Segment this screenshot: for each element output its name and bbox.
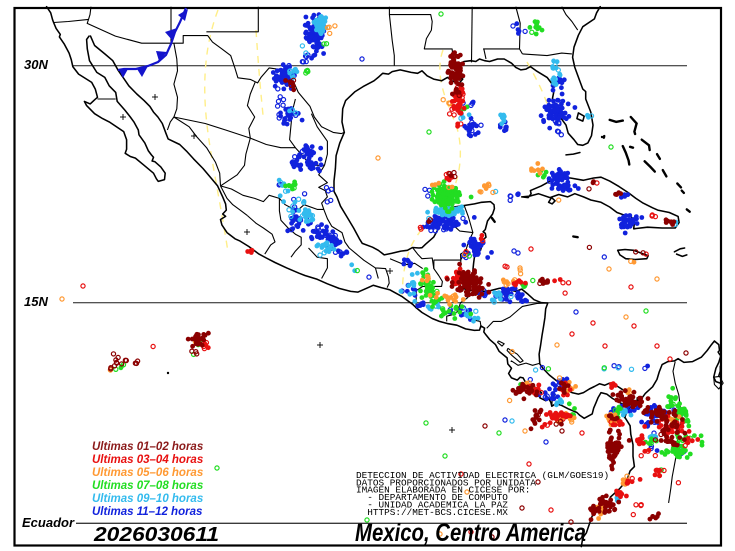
svg-text:Mexico, Centro America: Mexico, Centro America <box>355 519 586 547</box>
svg-text:Ultimas 05–06 horas: Ultimas 05–06 horas <box>92 467 203 479</box>
svg-text:DATOS PROPORCIONADOS POR UNIDA: DATOS PROPORCIONADOS POR UNIDATA <box>356 477 536 488</box>
svg-text:DETECCION DE ACTIVIDAD ELECTRI: DETECCION DE ACTIVIDAD ELECTRICA (GLM/GO… <box>356 470 609 481</box>
svg-text:2026030611: 2026030611 <box>93 524 219 546</box>
svg-text:15N: 15N <box>24 294 48 309</box>
svg-text:IMAGEN ELABORADA EN CICESE POR: IMAGEN ELABORADA EN CICESE POR: <box>356 485 530 496</box>
svg-text:Ecuador: Ecuador <box>22 515 75 530</box>
svg-text:Ultimas 09–10 horas: Ultimas 09–10 horas <box>92 493 203 505</box>
svg-text:HTTPS://MET-BCS.CICESE.MX: HTTPS://MET-BCS.CICESE.MX <box>356 507 508 518</box>
svg-text:Ultimas 07–08 horas: Ultimas 07–08 horas <box>92 480 203 492</box>
svg-text:Ultimas 03–04 horas: Ultimas 03–04 horas <box>92 454 203 466</box>
svg-text:- UNIDAD ACADEMICA LA PAZ: - UNIDAD ACADEMICA LA PAZ <box>356 499 508 510</box>
svg-text:Ultimas 11–12 horas: Ultimas 11–12 horas <box>92 506 202 518</box>
svg-text:- DEPARTAMENTO DE COMPUTO: - DEPARTAMENTO DE COMPUTO <box>356 492 508 503</box>
svg-text:30N: 30N <box>24 57 48 72</box>
svg-text:Ultimas 01–02 horas: Ultimas 01–02 horas <box>92 441 203 453</box>
